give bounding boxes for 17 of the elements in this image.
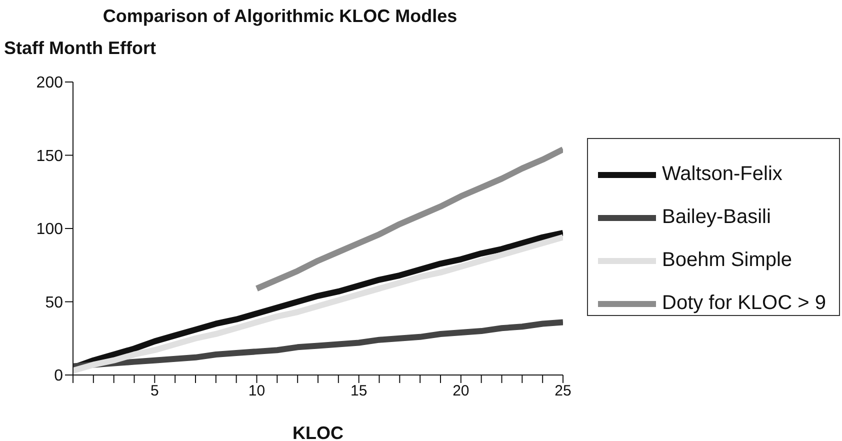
y-tick-label: 100 bbox=[36, 221, 64, 238]
x-tick-label: 15 bbox=[350, 382, 368, 400]
chart-title: Comparison of Algorithmic KLOC Modles bbox=[102, 6, 458, 27]
legend-label: Doty for KLOC > 9 bbox=[662, 292, 826, 315]
y-tick-label: 150 bbox=[36, 148, 64, 165]
y-tick-label: 200 bbox=[36, 74, 64, 92]
legend-label: Waltson-Felix bbox=[662, 163, 782, 186]
x-tick-label: 20 bbox=[452, 382, 470, 400]
legend-label: Bailey-Basili bbox=[662, 206, 771, 229]
y-tick-label: 0 bbox=[54, 368, 64, 385]
y-tick-label: 50 bbox=[45, 294, 64, 312]
x-tick-label: 10 bbox=[248, 382, 266, 400]
x-tick-label: 5 bbox=[150, 382, 159, 400]
x-tick-label: 25 bbox=[554, 382, 572, 400]
legend-label: Boehm Simple bbox=[662, 249, 792, 272]
x-axis-title: KLOC bbox=[292, 423, 344, 441]
y-axis-title: Staff Month Effort bbox=[4, 38, 156, 59]
